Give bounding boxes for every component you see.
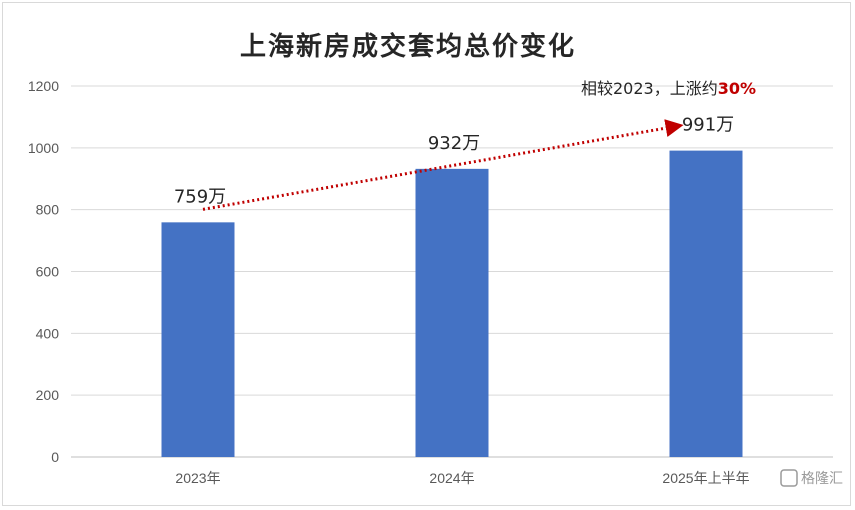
data-label: 759万 xyxy=(174,186,226,207)
watermark: 格隆汇 xyxy=(780,469,843,487)
y-tick-label: 0 xyxy=(51,449,59,465)
y-tick-label: 800 xyxy=(36,202,60,218)
x-tick-label: 2025年上半年 xyxy=(662,470,749,486)
data-labels: 759万 932万 991万 xyxy=(174,115,734,208)
bar xyxy=(669,150,743,457)
bar xyxy=(161,222,235,457)
annotation-highlight: 30% xyxy=(718,79,756,98)
trend-arrow xyxy=(202,119,684,211)
bars xyxy=(161,150,743,457)
annotation-text: 相较2023，上涨约30% xyxy=(581,79,756,98)
y-tick-label: 1200 xyxy=(28,78,59,94)
x-tick-label: 2024年 xyxy=(429,470,474,486)
data-label: 991万 xyxy=(682,115,734,136)
bar xyxy=(415,168,489,457)
gelonghui-logo-icon xyxy=(780,469,798,487)
chart-title: 上海新房成交套均总价变化 xyxy=(240,31,576,62)
y-tick-label: 400 xyxy=(36,325,60,341)
y-tick-label: 200 xyxy=(36,387,60,403)
y-tick-label: 1000 xyxy=(28,140,59,156)
annotation-prefix: 相较2023，上涨约 xyxy=(581,79,718,98)
annotation: 相较2023，上涨约30% xyxy=(202,79,756,211)
y-tick-label: 600 xyxy=(36,264,60,280)
data-label: 932万 xyxy=(428,133,480,154)
x-tick-label: 2023年 xyxy=(175,470,220,486)
watermark-text: 格隆汇 xyxy=(801,471,843,487)
